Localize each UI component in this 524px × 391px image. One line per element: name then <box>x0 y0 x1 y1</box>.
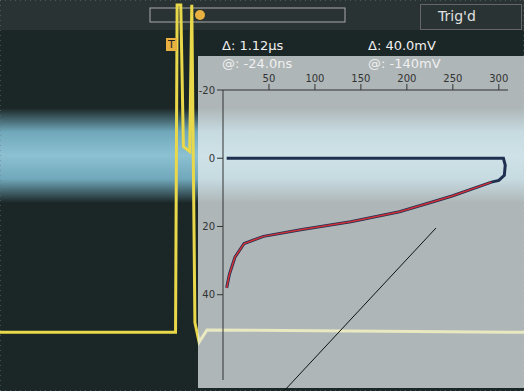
svg-text:50: 50 <box>263 73 276 84</box>
svg-text:300: 300 <box>489 73 508 84</box>
html-text:Δ: 1.12μs: Δ: 1.12μs <box>222 38 284 53</box>
html-text:T: T <box>168 38 175 51</box>
svg-text:-20: -20 <box>199 85 215 96</box>
svg-text:40: 40 <box>202 289 215 300</box>
svg-text:200: 200 <box>397 73 416 84</box>
svg-text:20: 20 <box>202 221 215 232</box>
html-text:@: -24.0ns: @: -24.0ns <box>222 56 293 71</box>
svg-text:150: 150 <box>351 73 370 84</box>
svg-text:250: 250 <box>443 73 462 84</box>
html-text:Trig'd: Trig'd <box>438 8 476 24</box>
svg-text:0: 0 <box>209 153 215 164</box>
svg-text:100: 100 <box>305 73 324 84</box>
html-text:@: -140mV: @: -140mV <box>368 56 441 71</box>
html-text:Δ: 40.0mV: Δ: 40.0mV <box>368 38 436 53</box>
